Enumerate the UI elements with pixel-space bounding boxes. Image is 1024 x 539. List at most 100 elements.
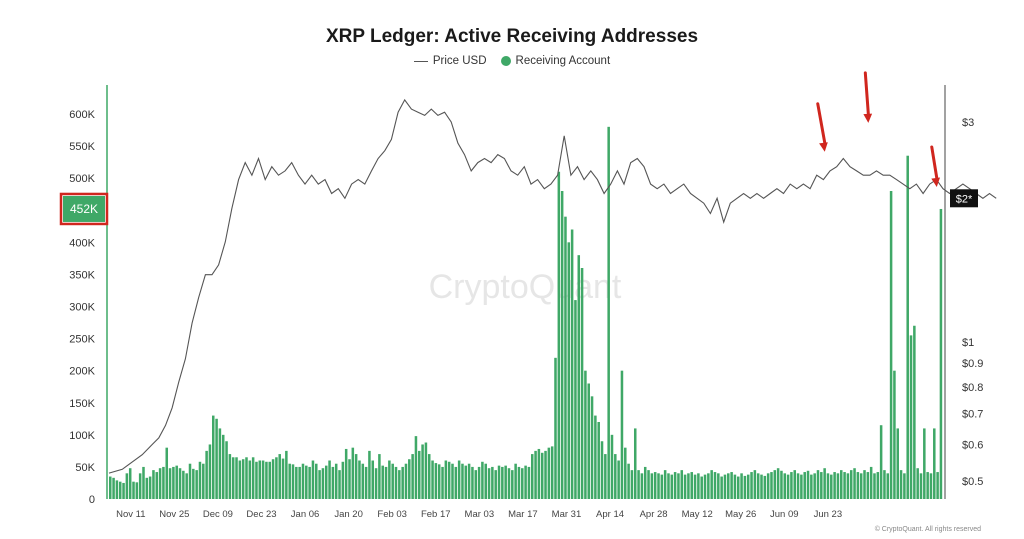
bar [796, 473, 800, 499]
bar [165, 447, 169, 499]
bar [308, 466, 311, 499]
price-line [108, 98, 997, 474]
bar [846, 473, 850, 499]
bar [859, 473, 863, 499]
bar [710, 470, 713, 500]
bar [411, 454, 414, 499]
bar [467, 463, 471, 499]
bar [328, 460, 331, 499]
bar [471, 466, 474, 499]
y-left-tick-label: 200K [69, 366, 95, 378]
bar [923, 428, 926, 499]
bar [617, 460, 620, 499]
bar [504, 465, 507, 499]
bar [756, 473, 760, 499]
bar [208, 444, 212, 499]
bar [241, 459, 245, 499]
y-left-tick-label: 350K [69, 269, 95, 281]
bar [869, 466, 873, 499]
bar [776, 468, 780, 499]
bar [813, 473, 816, 499]
legend-label-receiving: Receiving Account [515, 55, 611, 67]
bar [271, 459, 275, 499]
bar [750, 472, 753, 499]
red-arrow-head [863, 113, 873, 123]
bar [876, 472, 880, 499]
bar [109, 476, 112, 499]
bar [391, 463, 394, 499]
bar [544, 450, 547, 500]
bar [614, 454, 617, 499]
bar [305, 465, 308, 499]
bar [318, 470, 321, 500]
bar [138, 473, 142, 499]
bar [155, 472, 159, 499]
bar [481, 461, 484, 499]
bar [487, 468, 491, 499]
bar [212, 415, 215, 499]
bar [514, 463, 517, 499]
bar [447, 461, 451, 499]
x-tick-label: Nov 11 [116, 509, 145, 520]
bar [457, 460, 461, 499]
bar [162, 466, 165, 499]
bar [637, 470, 640, 500]
y-left-tick-label: 250K [69, 334, 95, 346]
legend-item-receiving[interactable]: Receiving Account [500, 55, 611, 67]
bar [624, 447, 627, 499]
bar [843, 472, 846, 499]
bar [727, 473, 730, 499]
bar [780, 470, 783, 499]
bar [786, 474, 790, 499]
y-right-tick-label: $1 [962, 337, 974, 349]
bar [879, 425, 883, 499]
bar [291, 464, 295, 499]
bar [112, 477, 115, 499]
bar [587, 383, 590, 499]
bar [933, 428, 936, 499]
x-tick-label: Apr 14 [596, 509, 624, 520]
bar [434, 463, 438, 499]
bar [421, 444, 424, 499]
bar [690, 472, 693, 499]
bar [929, 473, 933, 499]
bar [381, 465, 384, 499]
bar [398, 470, 401, 500]
x-tick-label: May 12 [682, 509, 713, 520]
bar [215, 418, 218, 499]
bar [926, 472, 929, 499]
bar [484, 463, 487, 499]
x-tick-label: Jan 06 [291, 509, 320, 520]
y-left-tick-label: 600K [69, 109, 95, 121]
bar [288, 463, 291, 499]
bar [258, 460, 262, 499]
bar [610, 434, 614, 499]
bar [195, 470, 198, 500]
bar [494, 470, 497, 500]
x-tick-label: Dec 09 [203, 509, 233, 520]
bar [175, 465, 178, 499]
bar [491, 466, 494, 499]
bar [394, 466, 398, 499]
bar [441, 466, 444, 499]
y-left-tick-label: 50K [75, 462, 95, 474]
red-arrow-head [931, 177, 940, 187]
bar [115, 480, 119, 499]
bar [740, 473, 743, 499]
legend-item-price[interactable]: Price USD [413, 55, 487, 67]
x-tick-label: May 26 [725, 509, 756, 520]
bar [351, 447, 355, 499]
bar [374, 468, 378, 499]
x-tick-label: Nov 25 [159, 509, 189, 520]
bar [371, 460, 375, 499]
bar [497, 465, 501, 499]
bar [261, 460, 265, 499]
bar [600, 441, 604, 499]
bar [840, 470, 843, 500]
bar [713, 472, 717, 499]
bar [401, 466, 404, 499]
bar [427, 454, 431, 499]
bar [364, 466, 368, 499]
bar [899, 470, 903, 500]
bar [683, 474, 687, 499]
